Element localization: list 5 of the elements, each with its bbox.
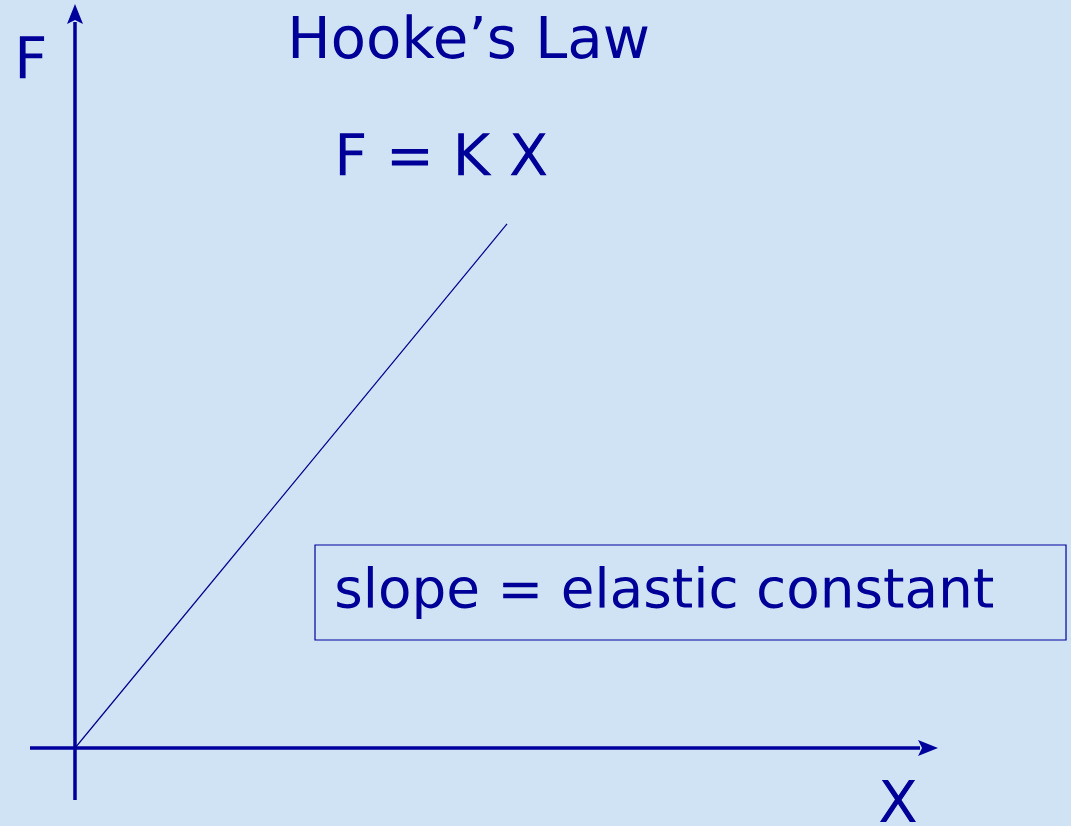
chart-title: Hooke’s Law <box>292 14 648 59</box>
annotation: slope = elastic constant <box>337 565 994 619</box>
text: F = K X <box>339 133 547 176</box>
y-axis-title: F <box>19 36 45 79</box>
x-axis-title: X <box>879 779 916 822</box>
